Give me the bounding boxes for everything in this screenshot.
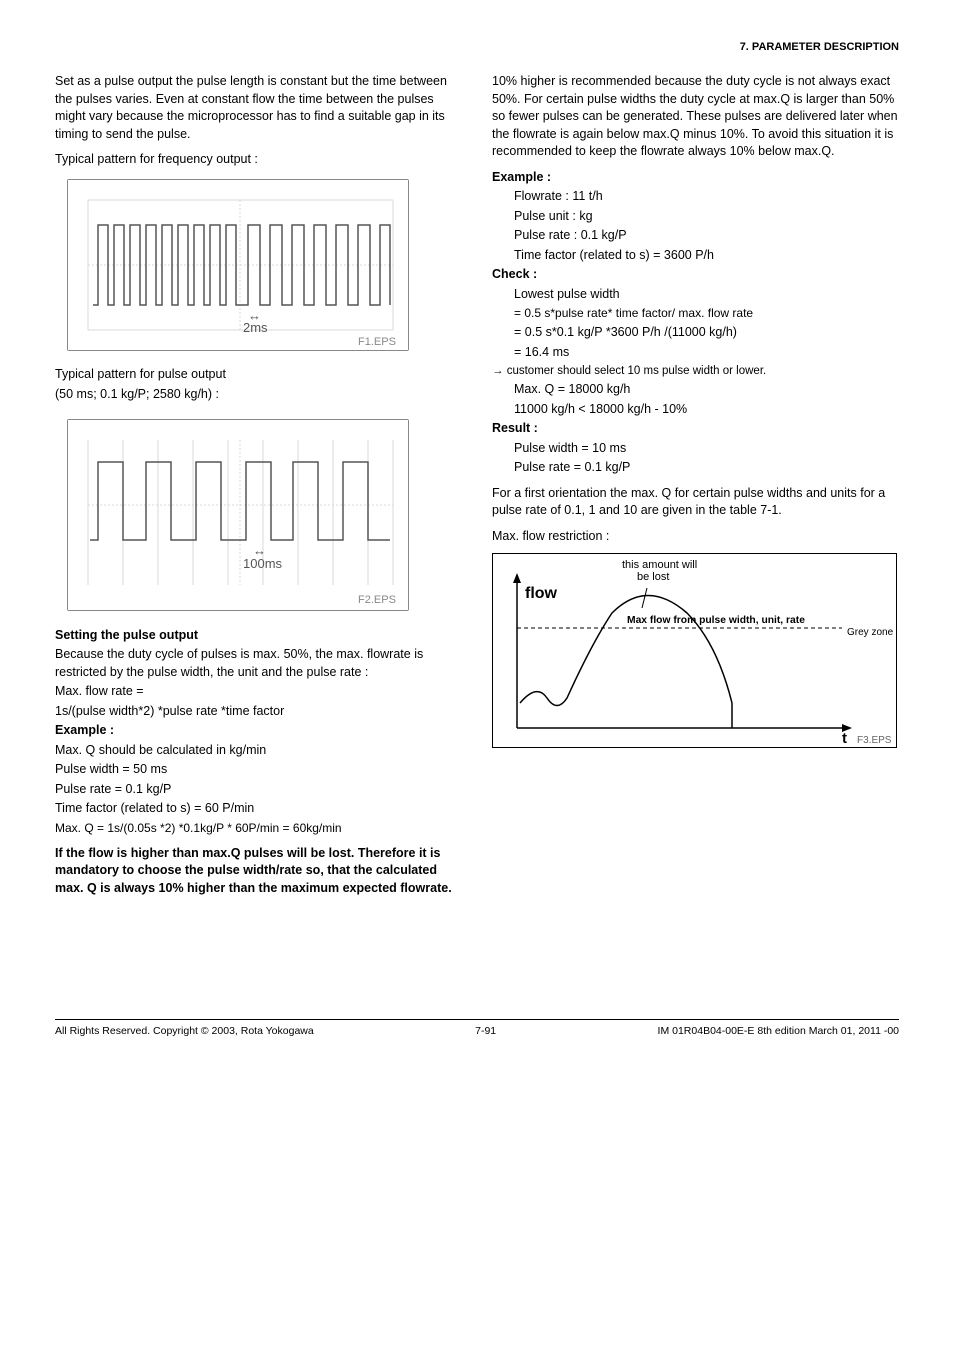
- left-ex3: Pulse rate = 0.1 kg/P: [55, 781, 462, 799]
- right-p2: For a first orientation the max. Q for c…: [492, 485, 899, 520]
- fig3-dashed-label: Max flow from pulse width, unit, rate: [627, 615, 805, 626]
- left-h1: Setting the pulse output: [55, 627, 462, 645]
- right-r2: Pulse rate = 0.1 kg/P: [492, 459, 899, 477]
- right-r1: Pulse width = 10 ms: [492, 440, 899, 458]
- footer-right: IM 01R04B04-00E-E 8th edition March 01, …: [658, 1024, 899, 1039]
- left-p2: Typical pattern for frequency output :: [55, 151, 462, 169]
- right-e2: Pulse unit : kg: [492, 208, 899, 226]
- right-c7: 11000 kg/h < 18000 kg/h - 10%: [492, 401, 899, 419]
- right-e1: Flowrate : 11 t/h: [492, 188, 899, 206]
- page-footer: All Rights Reserved. Copyright © 2003, R…: [55, 1019, 899, 1039]
- fig3-eps: F3.EPS: [857, 735, 892, 746]
- right-h2: Check :: [492, 266, 899, 284]
- left-p5: Because the duty cycle of pulses is max.…: [55, 646, 462, 681]
- right-e3: Pulse rate : 0.1 kg/P: [492, 227, 899, 245]
- right-c5b: customer should select 10 ms pulse width…: [507, 365, 767, 377]
- left-warn: If the flow is higher than max.Q pulses …: [55, 845, 462, 898]
- left-h2: Example :: [55, 722, 462, 740]
- right-h1: Example :: [492, 169, 899, 187]
- right-column: 10% higher is recommended because the du…: [492, 73, 899, 899]
- left-column: Set as a pulse output the pulse length i…: [55, 73, 462, 899]
- fig3-grey: Grey zone: [847, 627, 894, 638]
- figure-f3-svg: flow t this amount will be lost Max flow…: [492, 553, 897, 748]
- fig1-eps: F1.EPS: [358, 336, 396, 348]
- right-h3: Result :: [492, 420, 899, 438]
- header-section: 7. PARAMETER DESCRIPTION: [55, 40, 899, 55]
- right-c6: Max. Q = 18000 kg/h: [492, 381, 899, 399]
- fig3-t-label: t: [842, 730, 847, 747]
- figure-f2-svg: ↔ 100ms F2.EPS: [68, 420, 408, 610]
- right-p1: 10% higher is recommended because the du…: [492, 73, 899, 161]
- figure-f2: ↔ 100ms F2.EPS: [67, 419, 409, 611]
- fig3-caption2: be lost: [637, 571, 669, 583]
- fig3-flow-label: flow: [525, 585, 558, 602]
- left-p3: Typical pattern for pulse output: [55, 366, 462, 384]
- fig3-caption1: this amount will: [622, 559, 697, 571]
- figure-f3: flow t this amount will be lost Max flow…: [492, 553, 899, 754]
- arrow-icon: →: [492, 365, 507, 377]
- fig1-time-label: 2ms: [243, 320, 268, 335]
- right-c1: Lowest pulse width: [492, 286, 899, 304]
- left-p6: Max. flow rate =: [55, 683, 462, 701]
- two-column-layout: Set as a pulse output the pulse length i…: [55, 73, 899, 899]
- figure-f1: ↔ 2ms F1.EPS: [67, 179, 409, 351]
- right-p3: Max. flow restriction :: [492, 528, 899, 546]
- left-p1: Set as a pulse output the pulse length i…: [55, 73, 462, 143]
- fig2-time-label: 100ms: [243, 556, 283, 571]
- left-ex2: Pulse width = 50 ms: [55, 761, 462, 779]
- figure-f1-svg: ↔ 2ms F1.EPS: [68, 180, 408, 350]
- left-p7: 1s/(pulse width*2) *pulse rate *time fac…: [55, 703, 462, 721]
- left-p4: (50 ms; 0.1 kg/P; 2580 kg/h) :: [55, 386, 462, 404]
- left-ex5: Max. Q = 1s/(0.05s *2) *0.1kg/P * 60P/mi…: [55, 820, 462, 837]
- right-c3: = 0.5 s*0.1 kg/P *3600 P/h /(11000 kg/h): [492, 324, 899, 342]
- footer-left: All Rights Reserved. Copyright © 2003, R…: [55, 1024, 314, 1039]
- right-c4: = 16.4 ms: [492, 344, 899, 362]
- left-ex4: Time factor (related to s) = 60 P/min: [55, 800, 462, 818]
- right-c2: = 0.5 s*pulse rate* time factor/ max. fl…: [492, 305, 899, 322]
- left-ex1: Max. Q should be calculated in kg/min: [55, 742, 462, 760]
- right-c5: → customer should select 10 ms pulse wid…: [492, 363, 899, 379]
- fig2-eps: F2.EPS: [358, 594, 396, 606]
- right-e4: Time factor (related to s) = 3600 P/h: [492, 247, 899, 265]
- footer-center: 7-91: [475, 1024, 496, 1039]
